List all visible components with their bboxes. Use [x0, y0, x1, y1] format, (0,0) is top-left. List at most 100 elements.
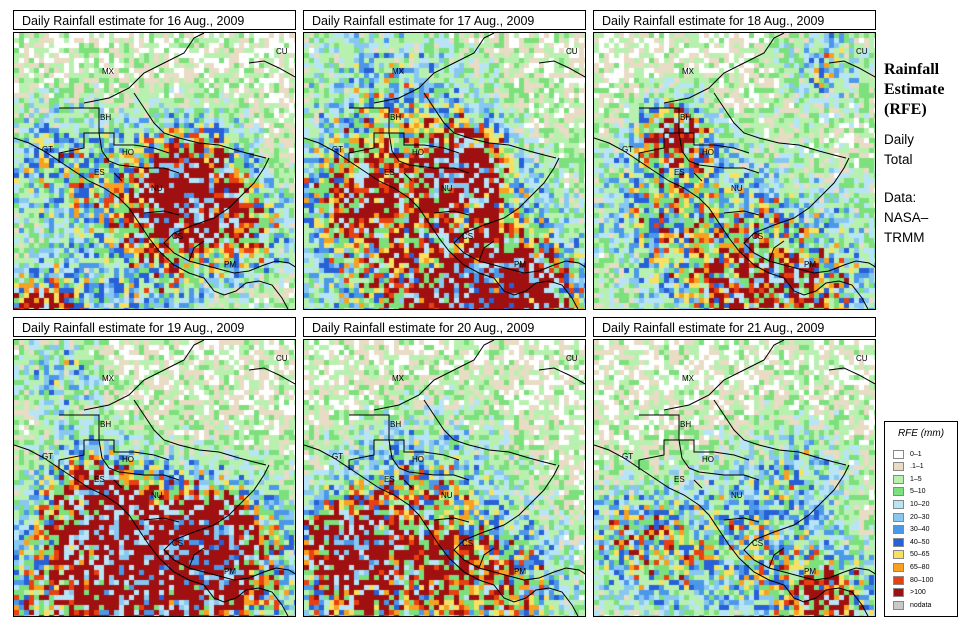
country-label-es: ES	[384, 475, 395, 484]
country-label-bh: BH	[100, 113, 111, 122]
country-label-cs: CS	[172, 232, 183, 241]
coastline	[14, 340, 295, 616]
country-label-ho: HO	[702, 455, 714, 464]
country-label-es: ES	[674, 168, 685, 177]
legend-label: 1–5	[910, 475, 922, 483]
country-label-bh: BH	[390, 420, 401, 429]
legend-swatch	[893, 575, 904, 585]
country-label-bh: BH	[390, 113, 401, 122]
legend-swatch	[893, 588, 904, 598]
rainfall-map: MX CU BH GT HO ES NU CS PM	[593, 339, 876, 617]
legend-entry: 10–20	[893, 499, 929, 509]
country-borders: MX CU BH GT HO ES NU CS PM	[304, 340, 585, 616]
legend-swatch	[893, 499, 904, 509]
country-label-gt: GT	[42, 145, 53, 154]
legend-swatch	[893, 462, 904, 472]
sidebar-title-line2: Estimate	[884, 81, 945, 98]
country-label-bh: BH	[100, 420, 111, 429]
panel-title: Daily Rainfall estimate for 17 Aug., 200…	[303, 10, 586, 30]
legend-label: 50–65	[910, 551, 930, 559]
rainfall-map: MX CU BH GT HO ES NU CS PM	[303, 339, 586, 617]
rainfall-grid	[594, 33, 875, 309]
legend-swatch	[893, 474, 904, 484]
legend-entry: 40–50	[893, 537, 929, 547]
legend-entry: 50–65	[893, 550, 929, 560]
legend-entry: 0–1	[893, 449, 922, 459]
legend-entry: .1–1	[893, 462, 924, 472]
country-label-nu: NU	[151, 491, 163, 500]
coastline	[304, 340, 585, 616]
country-label-pm: PM	[514, 260, 526, 269]
country-label-es: ES	[94, 475, 105, 484]
country-label-mx: MX	[682, 67, 695, 76]
country-borders: MX CU BH GT HO ES NU CS PM	[304, 33, 585, 309]
country-label-pm: PM	[804, 260, 816, 269]
country-label-mx: MX	[102, 67, 115, 76]
country-label-nu: NU	[441, 491, 453, 500]
country-label-ho: HO	[122, 148, 134, 157]
legend-swatch	[893, 487, 904, 497]
legend-label: 20–30	[910, 513, 930, 521]
sidebar-data-label: Data:	[884, 190, 917, 205]
legend-label: 10–20	[910, 500, 930, 508]
country-label-gt: GT	[622, 145, 633, 154]
country-label-mx: MX	[392, 374, 405, 383]
legend-label: 5–10	[910, 488, 926, 496]
coastline	[304, 33, 585, 309]
legend-entry: 30–40	[893, 525, 929, 535]
coastline	[14, 33, 295, 309]
country-borders: MX CU BH GT HO ES NU CS PM	[594, 33, 875, 309]
legend-label: nodata	[910, 601, 932, 609]
country-label-ho: HO	[702, 148, 714, 157]
country-label-mx: MX	[682, 374, 695, 383]
legend-entry: 80–100	[893, 575, 933, 585]
panel-title: Daily Rainfall estimate for 21 Aug., 200…	[593, 317, 876, 337]
country-label-cu: CU	[276, 354, 288, 363]
country-label-nu: NU	[731, 184, 743, 193]
country-borders: MX CU BH GT HO ES NU CS PM	[594, 340, 875, 616]
legend-label: >100	[910, 589, 926, 597]
country-label-es: ES	[384, 168, 395, 177]
sidebar-source: Data: NASA– TRMM	[884, 188, 928, 248]
legend-swatch	[893, 512, 904, 522]
country-label-gt: GT	[42, 452, 53, 461]
country-label-cs: CS	[462, 232, 473, 241]
sidebar-title: Rainfall Estimate (RFE)	[884, 60, 944, 120]
sidebar-title-line3: (RFE)	[884, 101, 927, 118]
country-borders: MX CU BH GT HO ES NU CS PM	[14, 340, 295, 616]
country-label-nu: NU	[441, 184, 453, 193]
rainfall-grid	[594, 340, 875, 616]
country-label-mx: MX	[392, 67, 405, 76]
coastline	[594, 33, 875, 309]
country-label-es: ES	[674, 475, 685, 484]
panel-title: Daily Rainfall estimate for 16 Aug., 200…	[13, 10, 296, 30]
legend-entry: 65–80	[893, 562, 929, 572]
panel-title: Daily Rainfall estimate for 20 Aug., 200…	[303, 317, 586, 337]
country-label-cu: CU	[276, 47, 288, 56]
panel-title: Daily Rainfall estimate for 19 Aug., 200…	[13, 317, 296, 337]
country-borders: MX CU BH GT HO ES NU CS PM	[14, 33, 295, 309]
rainfall-grid	[304, 33, 585, 309]
rainfall-grid	[14, 340, 295, 616]
country-label-cs: CS	[172, 539, 183, 548]
country-label-mx: MX	[102, 374, 115, 383]
legend-title: RFE (mm)	[897, 428, 945, 439]
legend-entry: >100	[893, 588, 926, 598]
legend-label: 30–40	[910, 526, 930, 534]
country-label-ho: HO	[412, 148, 424, 157]
country-label-cu: CU	[566, 354, 578, 363]
sidebar-daily: Daily	[884, 132, 915, 147]
country-label-bh: BH	[680, 113, 691, 122]
rainfall-map: MX CU BH GT HO ES NU CS PM	[13, 32, 296, 310]
legend-swatch	[893, 449, 904, 459]
country-label-cs: CS	[462, 539, 473, 548]
sidebar-total: Total	[884, 152, 913, 167]
legend-label: 0–1	[910, 450, 922, 458]
coastline	[594, 340, 875, 616]
panel-title: Daily Rainfall estimate for 18 Aug., 200…	[593, 10, 876, 30]
sidebar-data-src1: NASA–	[884, 210, 929, 225]
country-label-ho: HO	[122, 455, 134, 464]
legend-swatch	[893, 600, 904, 610]
country-label-gt: GT	[622, 452, 633, 461]
sidebar-title-line1: Rainfall	[884, 61, 940, 78]
